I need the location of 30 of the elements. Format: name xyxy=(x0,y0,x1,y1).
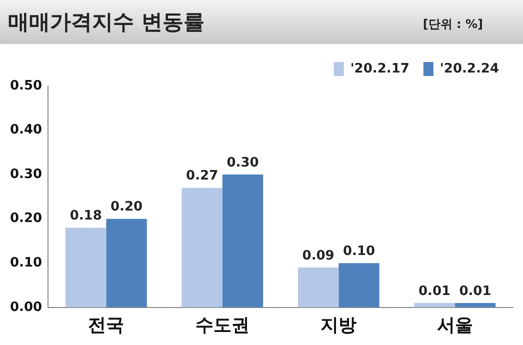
data-label: 0.09 xyxy=(302,248,334,264)
bar xyxy=(182,188,222,308)
x-tick-label: 전국 xyxy=(88,314,124,336)
y-tick-label: 0.40 xyxy=(10,122,42,138)
x-tick-label: 수도권 xyxy=(195,314,250,336)
data-label: 0.01 xyxy=(459,284,492,299)
bar xyxy=(454,302,496,308)
data-label: 0.27 xyxy=(186,168,218,184)
bar xyxy=(298,268,339,308)
bar xyxy=(338,263,380,308)
x-tick-label: 지방 xyxy=(320,314,357,336)
y-tick-label: 0.10 xyxy=(10,255,42,270)
data-label: 0.10 xyxy=(342,244,376,259)
legend-label: '20.2.17 xyxy=(350,61,410,76)
bar xyxy=(66,228,106,308)
bar xyxy=(222,174,264,308)
y-tick-label: 0.50 xyxy=(10,78,42,94)
data-label: 0.30 xyxy=(226,155,259,170)
y-tick-label: 0.00 xyxy=(10,300,42,315)
y-tick-label: 0.30 xyxy=(10,166,42,182)
bar xyxy=(106,218,147,308)
data-label: 0.20 xyxy=(110,200,143,215)
legend-label: '20.2.24 xyxy=(440,61,500,76)
chart-title: 매매가격지수 변동률 xyxy=(8,9,204,36)
text: [단위 : %] xyxy=(422,16,483,33)
bar xyxy=(414,302,455,308)
y-tick-label: 0.20 xyxy=(10,211,42,226)
data-label: 0.18 xyxy=(70,208,102,224)
x-tick-label: 서울 xyxy=(436,314,473,336)
data-label: 0.01 xyxy=(418,284,451,299)
